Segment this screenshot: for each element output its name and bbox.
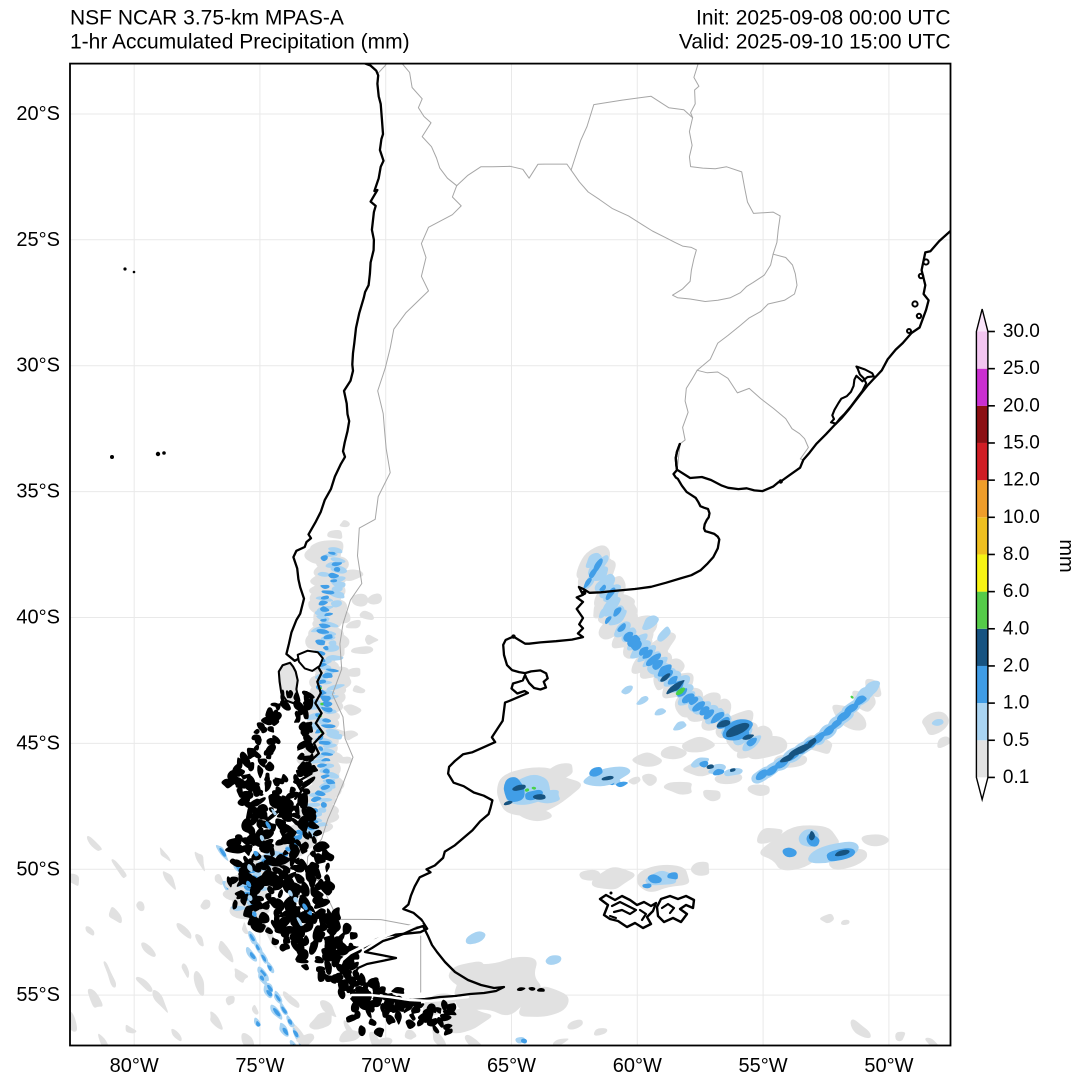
svg-text:10.0: 10.0 (1003, 507, 1040, 528)
svg-text:1-hr Accumulated Precipitation: 1-hr Accumulated Precipitation (mm) (70, 31, 410, 54)
svg-text:75°W: 75°W (235, 1055, 284, 1077)
svg-text:20°S: 20°S (16, 103, 60, 125)
svg-text:55°S: 55°S (16, 984, 60, 1006)
svg-text:50°W: 50°W (864, 1055, 913, 1077)
svg-text:40°S: 40°S (16, 607, 60, 629)
svg-text:20.0: 20.0 (1003, 395, 1040, 416)
svg-text:25°S: 25°S (16, 229, 60, 251)
svg-text:2.0: 2.0 (1003, 655, 1029, 676)
svg-text:35°S: 35°S (16, 481, 60, 503)
svg-text:25.0: 25.0 (1003, 358, 1040, 379)
svg-text:80°W: 80°W (110, 1055, 159, 1077)
svg-text:30°S: 30°S (16, 355, 60, 377)
svg-text:8.0: 8.0 (1003, 544, 1029, 565)
svg-text:50°S: 50°S (16, 858, 60, 880)
svg-text:4.0: 4.0 (1003, 618, 1029, 639)
svg-text:12.0: 12.0 (1003, 470, 1040, 491)
svg-text:mm: mm (1055, 539, 1077, 572)
svg-text:Valid: 2025-09-10 15:00 UTC: Valid: 2025-09-10 15:00 UTC (679, 31, 951, 54)
svg-text:NSF NCAR 3.75-km MPAS-A: NSF NCAR 3.75-km MPAS-A (70, 7, 344, 30)
svg-text:65°W: 65°W (487, 1055, 536, 1077)
svg-text:55°W: 55°W (739, 1055, 788, 1077)
svg-text:60°W: 60°W (613, 1055, 662, 1077)
svg-text:0.5: 0.5 (1003, 730, 1029, 751)
svg-text:30.0: 30.0 (1003, 321, 1040, 342)
svg-text:45°S: 45°S (16, 732, 60, 754)
svg-text:Init: 2025-09-08 00:00 UTC: Init: 2025-09-08 00:00 UTC (696, 7, 950, 30)
svg-text:6.0: 6.0 (1003, 581, 1029, 602)
svg-text:1.0: 1.0 (1003, 693, 1029, 714)
svg-text:15.0: 15.0 (1003, 432, 1040, 453)
svg-text:0.1: 0.1 (1003, 767, 1029, 788)
svg-text:70°W: 70°W (361, 1055, 410, 1077)
